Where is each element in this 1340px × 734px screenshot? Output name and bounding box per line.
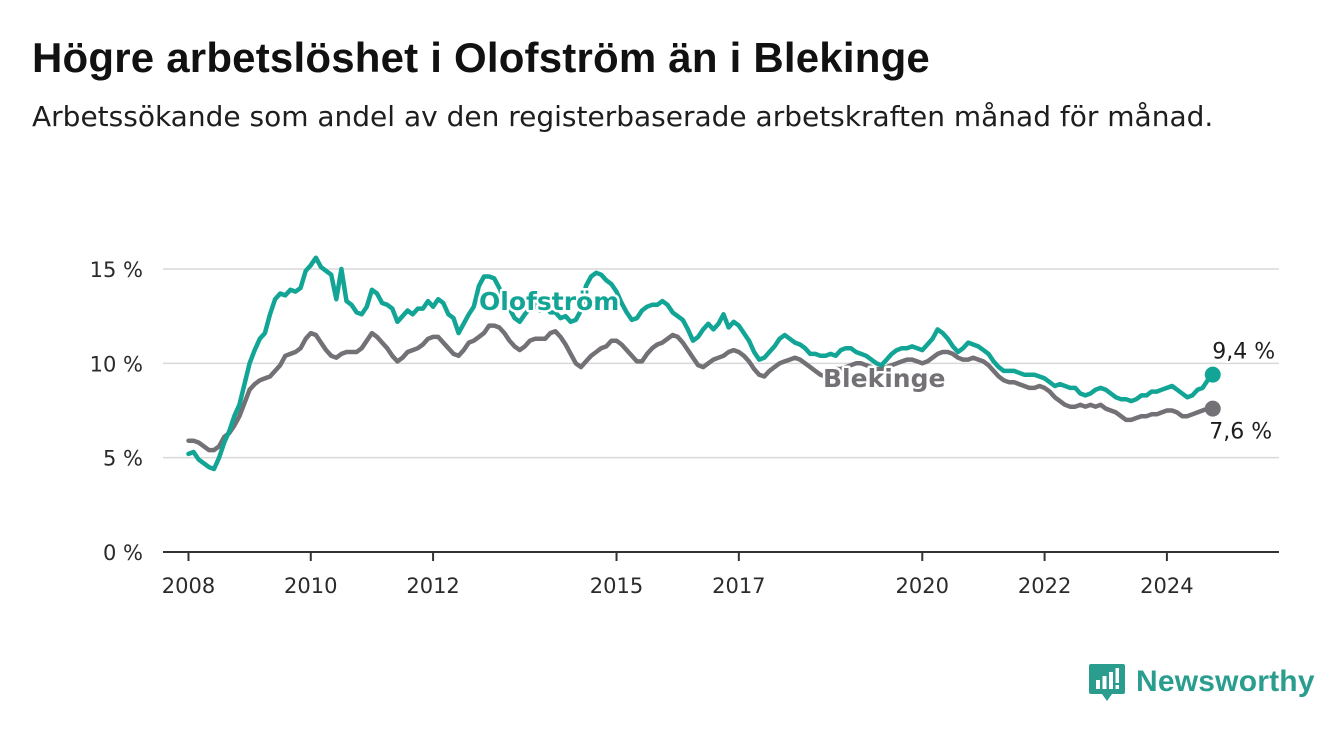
series-endpoint-blekinge — [1204, 400, 1221, 417]
x-tick-label: 2020 — [896, 574, 949, 598]
grid-layer — [163, 268, 1279, 459]
newsworthy-brand[interactable]: Newsworthy — [1088, 660, 1315, 704]
series-line-blekinge — [186, 323, 1216, 453]
newsworthy-logo-icon — [1089, 664, 1125, 701]
chart-title: Högre arbetslöshet i Olofström än i Blek… — [32, 34, 930, 81]
y-tick-label: 15 % — [90, 258, 143, 282]
x-tick-label: 2017 — [712, 574, 765, 598]
series-layer — [186, 255, 1221, 472]
brand-name: Newsworthy — [1136, 665, 1315, 698]
series-line-olofstrom — [186, 255, 1216, 472]
series-label-olofstrom: Olofström — [479, 287, 619, 316]
chart-subtitle: Arbetssökande som andel av den registerb… — [32, 100, 1214, 133]
label-layer: Olofström Blekinge 9,4 % 7,6 % — [477, 285, 1278, 447]
end-value-label-blekinge: 7,6 % — [1209, 420, 1272, 445]
end-value-label-olofstrom: 9,4 % — [1212, 340, 1275, 365]
y-tick-label: 0 % — [103, 541, 143, 565]
x-tick-label: 2024 — [1140, 574, 1193, 598]
x-tick-label: 2012 — [406, 574, 459, 598]
y-tick-label: 5 % — [103, 447, 143, 471]
y-tick-label: 10 % — [90, 352, 143, 376]
x-tick-label: 2022 — [1018, 574, 1071, 598]
x-tick-label: 2010 — [284, 574, 337, 598]
axis-layer: 0 % 5 % 10 % 15 % 2008 2010 2012 2015 2017 2020 20… — [90, 258, 1279, 598]
x-tick-label: 2015 — [590, 574, 643, 598]
series-label-blekinge: Blekinge — [823, 364, 945, 393]
series-endpoint-olofstrom — [1204, 366, 1221, 383]
x-tick-label: 2008 — [162, 574, 215, 598]
